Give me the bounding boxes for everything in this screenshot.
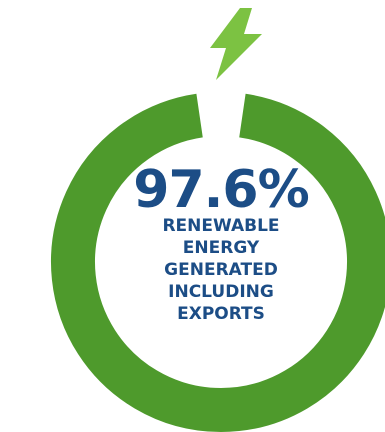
- lightning-bolt-icon: [210, 8, 262, 80]
- donut-ring-arc: [51, 93, 385, 432]
- caption-line-2: ENERGY: [182, 238, 260, 258]
- caption-line-1: RENEWABLE: [162, 216, 280, 236]
- caption-line-3: GENERATED: [164, 260, 278, 280]
- stat-block: 97.6% RENEWABLE ENERGY GENERATED INCLUDI…: [96, 160, 346, 325]
- renewable-percentage: 97.6%: [133, 160, 309, 220]
- caption-line-5: EXPORTS: [177, 304, 265, 324]
- caption-line-4: INCLUDING: [168, 282, 274, 302]
